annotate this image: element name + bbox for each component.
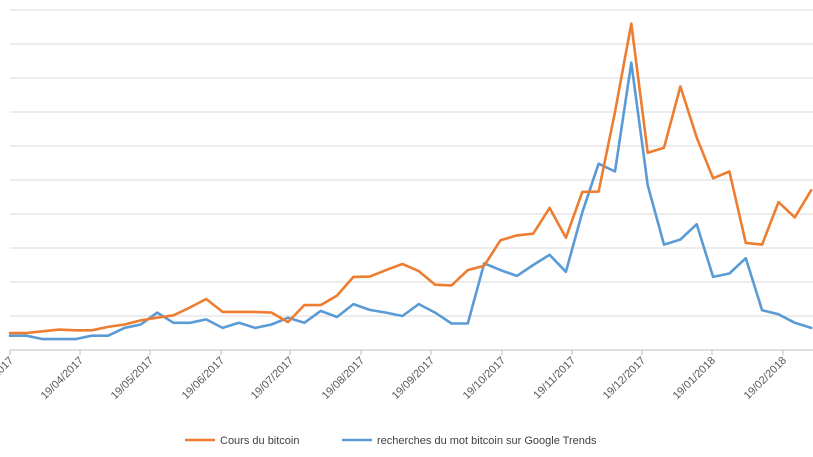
x-tick-label: 19/02/2018 bbox=[742, 355, 789, 402]
legend-item-cours: Cours du bitcoin bbox=[185, 435, 300, 447]
x-tick-label: 19/12/2017 bbox=[601, 355, 648, 402]
x-tick-label: 19/09/2017 bbox=[390, 355, 437, 402]
series-line-google-trends bbox=[8, 61, 813, 341]
x-tick-labels: 19/03/2017 19/04/2017 19/05/2017 19/06/2017… bbox=[0, 355, 789, 402]
legend-item-google-trends: recherches du mot bitcoin sur Google Tre… bbox=[342, 435, 597, 447]
x-axis bbox=[9, 349, 813, 355]
x-tick-label: 19/11/2017 bbox=[531, 355, 578, 402]
series-lines bbox=[8, 22, 813, 341]
series-line-cours-du-bitcoin bbox=[8, 22, 813, 335]
x-tick-label: 19/04/2017 bbox=[39, 355, 86, 402]
x-tick-label: 19/06/2017 bbox=[180, 355, 227, 402]
x-tick-label: 19/10/2017 bbox=[461, 355, 508, 402]
legend: Cours du bitcoin recherches du mot bitco… bbox=[185, 435, 597, 447]
x-tick-label: 19/05/2017 bbox=[109, 355, 156, 402]
x-tick-label: 19/08/2017 bbox=[320, 355, 367, 402]
x-tick-label: 19/07/2017 bbox=[249, 355, 296, 402]
x-tick-label: 19/01/2018 bbox=[671, 355, 718, 402]
gridlines bbox=[10, 9, 813, 317]
x-tick-label: 19/03/2017 bbox=[0, 355, 16, 402]
legend-label-cours: Cours du bitcoin bbox=[220, 435, 300, 447]
legend-label-google-trends: recherches du mot bitcoin sur Google Tre… bbox=[377, 435, 597, 447]
